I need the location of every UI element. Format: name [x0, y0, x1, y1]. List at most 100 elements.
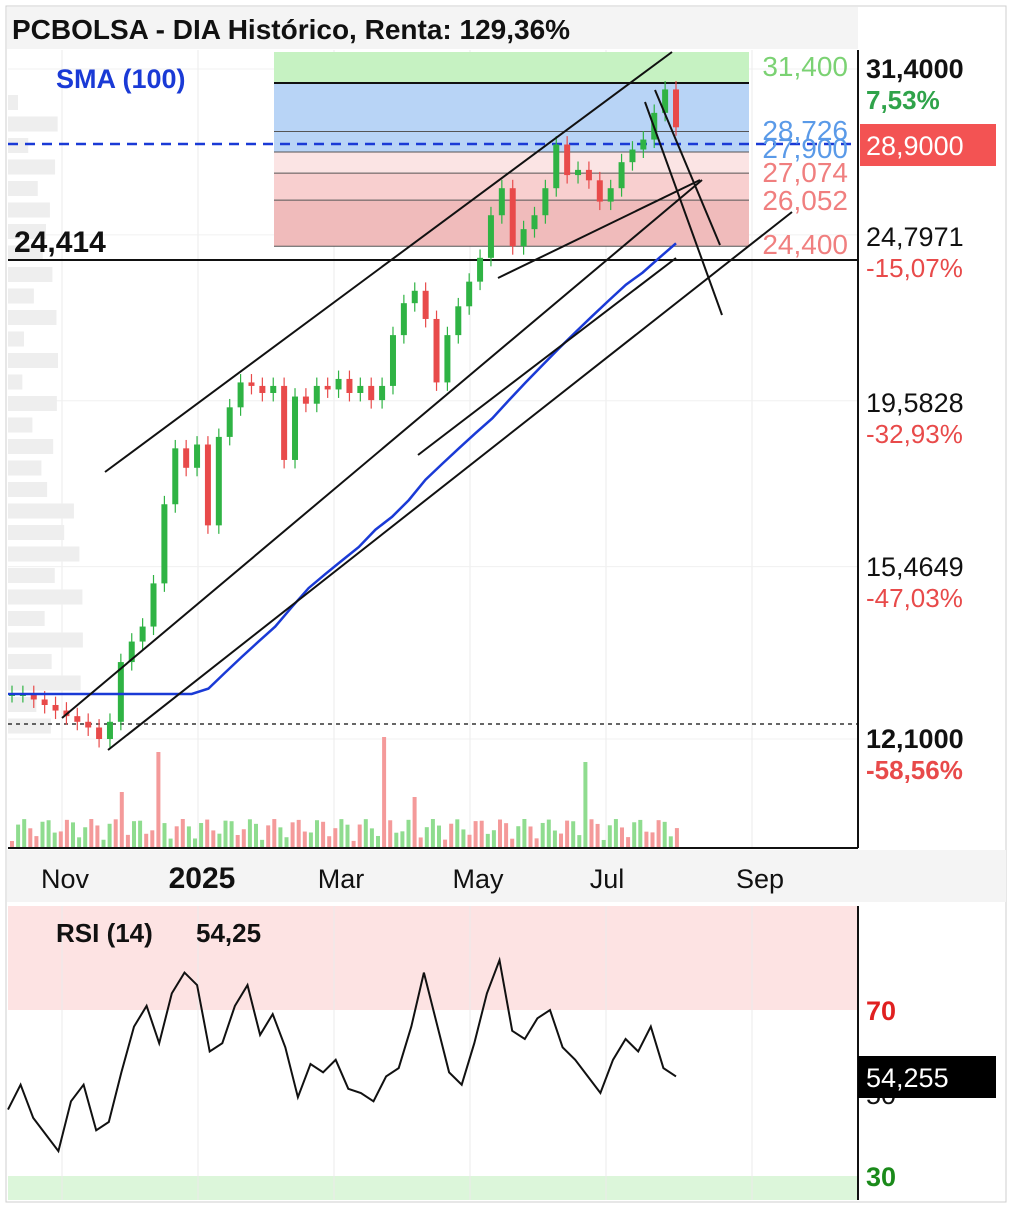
volume-bar-3: [28, 828, 33, 847]
volume-bar-31: [199, 823, 204, 847]
time-label-3: May: [452, 864, 504, 894]
volume-bar-76: [473, 821, 478, 847]
candle-body-25: [281, 385, 288, 460]
volume-bar-69: [430, 819, 435, 847]
time-label-1: 2025: [169, 862, 236, 895]
candle-body-44: [487, 215, 494, 258]
volume-bar-34: [217, 833, 222, 847]
volume-bar-12: [83, 827, 88, 847]
price-tick-1: 24,7971: [866, 222, 964, 252]
volume-bar-101: [626, 837, 631, 847]
chart-title: PCBOLSA - DIA Histórico, Renta: 129,36%: [12, 14, 570, 45]
volume-bar-27: [174, 826, 179, 847]
fib-zone-top: [274, 52, 749, 83]
time-label-5: Sep: [736, 864, 784, 894]
price-tick-4: 12,1000: [866, 724, 964, 754]
volume-bar-80: [498, 819, 502, 847]
volume-bar-100: [620, 827, 624, 847]
volume-bar-62: [388, 820, 393, 847]
profile-bar-27: [8, 675, 81, 691]
volume-bar-75: [467, 834, 472, 847]
candle-body-14: [161, 504, 168, 584]
fib-label-5: 24,400: [762, 229, 848, 260]
volume-bar-14: [95, 825, 100, 847]
candle-body-39: [433, 318, 440, 383]
volume-bar-97: [601, 839, 606, 847]
trend-line-2: [107, 211, 793, 751]
profile-bar-10: [8, 310, 57, 325]
candle-body-31: [346, 378, 353, 393]
rsi-level-30: 30: [866, 1162, 896, 1192]
fib-label-3: 27,074: [762, 157, 848, 188]
volume-bar-18: [119, 792, 124, 847]
candle-body-57: [629, 149, 636, 163]
volume-bar-6: [46, 820, 51, 847]
current-price-tag: 28,9000: [866, 131, 964, 161]
candle-body-37: [411, 290, 418, 304]
rsi-tag-bg: [858, 1056, 996, 1098]
fib-label-0: 31,400: [762, 51, 848, 82]
candle-body-35: [389, 335, 396, 386]
volume-bar-105: [650, 832, 655, 847]
volume-bar-74: [461, 829, 466, 847]
volume-bar-91: [565, 820, 570, 847]
trend-line-4: [497, 179, 701, 279]
profile-bar-21: [8, 546, 80, 562]
time-axis-band: [7, 850, 1006, 902]
candle-body-26: [292, 396, 299, 460]
volume-bar-8: [58, 831, 63, 847]
volume-bar-5: [40, 821, 45, 847]
price-pct-4: -58,56%: [866, 755, 963, 785]
volume-bar-10: [71, 822, 75, 847]
candle-body-34: [379, 385, 386, 401]
rsi-value: 54,25: [196, 918, 261, 948]
profile-bar-13: [8, 374, 23, 390]
volume-bar-57: [357, 824, 362, 847]
volume-bar-16: [107, 823, 112, 847]
volume-bar-23: [150, 830, 155, 847]
volume-bar-93: [577, 835, 582, 847]
volume-bar-63: [394, 832, 399, 847]
volume-bar-67: [418, 837, 423, 847]
candle-body-23: [259, 385, 266, 393]
candle-body-46: [509, 188, 516, 247]
rsi-pane: RSI (14)54,2570305054,255: [7, 906, 996, 1200]
volume-bar-53: [333, 828, 338, 847]
profile-bar-7: [8, 245, 43, 261]
candle-body-47: [520, 229, 527, 247]
time-label-4: Jul: [590, 864, 625, 894]
candle-body-60: [662, 89, 669, 113]
candle-body-2: [30, 694, 37, 700]
profile-bar-6: [8, 224, 46, 239]
volume-bar-87: [540, 822, 545, 847]
volume-bar-106: [656, 820, 661, 847]
volume-bar-50: [315, 820, 319, 847]
volume-bar-71: [443, 839, 448, 847]
volume-bar-103: [638, 819, 643, 847]
volume-bar-32: [205, 819, 210, 847]
candle-body-20: [226, 407, 233, 437]
volume-bar-65: [406, 819, 411, 847]
volume-bar-28: [180, 819, 185, 847]
rsi-overbought-zone: [8, 906, 858, 1010]
volume-bar-55: [345, 824, 350, 847]
price-tick-0: 31,4000: [866, 54, 964, 84]
candle-body-29: [324, 385, 331, 390]
volume-bar-4: [34, 836, 39, 847]
candle-body-18: [204, 444, 211, 526]
volume-bar-73: [455, 819, 460, 847]
price-tick-2: 19,5828: [866, 388, 964, 418]
volume-bar-2: [22, 819, 27, 847]
fib-zone-blue: [274, 83, 749, 153]
volume-bar-11: [77, 837, 82, 847]
candle-body-49: [542, 188, 549, 216]
volume-bar-79: [491, 830, 496, 847]
candle-body-9: [106, 721, 113, 739]
volume-bars: [10, 737, 679, 847]
candle-body-61: [673, 89, 679, 128]
rsi-line: [7, 956, 677, 1154]
volume-bar-70: [437, 825, 441, 847]
candle-body-55: [607, 188, 614, 202]
fib-label-1: 28,726: [762, 115, 848, 146]
